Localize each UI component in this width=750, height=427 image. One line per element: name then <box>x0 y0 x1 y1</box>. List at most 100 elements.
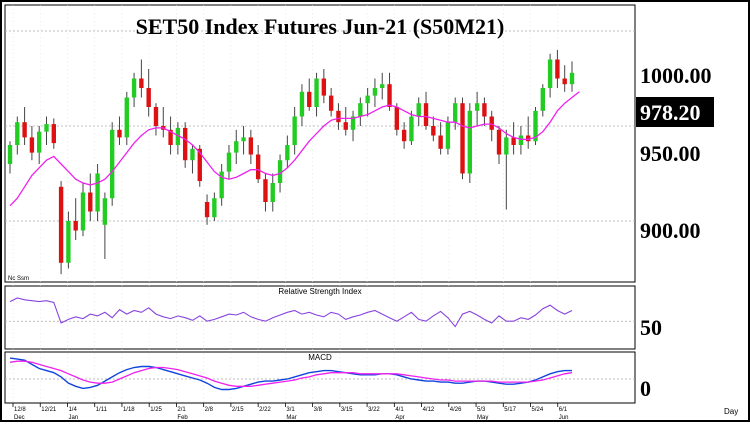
candle-body <box>394 107 400 130</box>
candle-body <box>270 183 275 202</box>
y-tick-1000: 1000.00 <box>640 63 712 88</box>
candle-body <box>416 103 421 117</box>
candle-body <box>540 88 545 111</box>
x-tick-label: 5/17 <box>504 407 516 413</box>
macd-signal-line <box>9 360 573 387</box>
chart-title: SET50 Index Futures Jun-21 (S50M21) <box>136 14 505 39</box>
candle-body <box>175 127 181 145</box>
x-axis-note: Day <box>724 407 738 416</box>
x-tick-label: 2/8 <box>205 407 214 413</box>
rsi-series <box>9 297 573 328</box>
x-tick-label: 2/15 <box>232 407 244 413</box>
x-tick-label: 3/22 <box>368 407 380 413</box>
x-tick-label: 12/8 <box>14 407 26 413</box>
candle-body <box>380 84 385 88</box>
candle-body <box>328 95 334 111</box>
rsi-panel <box>4 285 636 350</box>
moving-average-series <box>9 91 580 207</box>
month-label: Dec <box>14 415 25 421</box>
candle-body <box>533 110 538 142</box>
x-tick-label: 4/26 <box>450 407 462 413</box>
candle-body <box>51 124 56 144</box>
x-tick-label: 2/22 <box>259 407 271 413</box>
candle-body <box>7 145 13 164</box>
candle-body <box>204 202 210 218</box>
candle-body <box>66 221 71 263</box>
candle-body <box>15 122 20 145</box>
month-label: Jan <box>68 415 78 421</box>
candle-body <box>482 103 487 117</box>
candle-body <box>489 116 494 130</box>
x-tick-label: 3/15 <box>341 407 353 413</box>
candle-body <box>555 59 560 79</box>
candle-body <box>511 137 516 145</box>
candle-body <box>314 78 319 107</box>
candle-body <box>219 171 224 199</box>
candle-body <box>80 192 86 231</box>
candle-body <box>153 107 159 126</box>
x-tick-label: 1/25 <box>150 407 162 413</box>
rsi-title: Relative Strength Index <box>278 287 361 296</box>
candle-body <box>277 160 283 183</box>
candle-body <box>562 78 567 85</box>
candle-body <box>197 148 202 182</box>
candle-body <box>547 59 553 88</box>
candle-body <box>423 103 429 126</box>
candle-body <box>569 72 575 85</box>
candle-body <box>73 221 78 231</box>
month-label: Feb <box>177 415 188 421</box>
x-tick-label: 2/1 <box>177 407 186 413</box>
candle-body <box>285 145 290 161</box>
month-label: May <box>477 415 488 421</box>
macd-y-tick: 0 <box>640 376 651 401</box>
candle-body <box>226 152 232 172</box>
candle-body <box>139 78 144 88</box>
x-tick-label: 12/21 <box>41 407 57 413</box>
candle-body <box>445 122 451 149</box>
x-tick-label: 3/8 <box>314 407 323 413</box>
candle-body <box>29 137 35 153</box>
x-tick-label: 1/4 <box>68 407 77 413</box>
x-tick-label: 1/11 <box>96 407 108 413</box>
gridlines <box>5 5 635 403</box>
candle-body <box>131 78 137 98</box>
candle-body <box>146 88 151 107</box>
candle-body <box>350 116 356 130</box>
candle-body <box>44 124 49 132</box>
candlestick-series <box>7 50 575 275</box>
candle-body <box>190 148 195 161</box>
candle-body <box>241 137 246 142</box>
x-axis-ticks: 12/8 12/21 1/4 1/11 1/18 1/25 2/1 2/8 2/15 2/22 3/… <box>12 403 568 421</box>
candle-body <box>474 103 480 111</box>
x-tick-label: 1/18 <box>123 407 135 413</box>
month-label: Apr <box>395 415 404 421</box>
candle-body <box>409 116 414 142</box>
candle-body <box>292 116 297 145</box>
candle-body <box>321 78 327 96</box>
moving-average-line <box>9 91 580 207</box>
x-tick-label: 5/3 <box>477 407 486 413</box>
candle-body <box>336 110 341 123</box>
candle-body <box>124 97 129 138</box>
candle-body <box>307 91 312 107</box>
candle-body <box>117 129 122 138</box>
x-tick-label: 4/12 <box>423 407 435 413</box>
candle-body <box>248 137 254 155</box>
candle-body <box>496 129 502 155</box>
rsi-y-tick: 50 <box>640 315 662 340</box>
candle-body <box>37 131 42 153</box>
last-price-label: 978.20 <box>640 100 701 125</box>
corner-note: Nc Ssm <box>8 276 29 282</box>
x-tick-label: 5/24 <box>532 407 544 413</box>
candle-body <box>168 129 173 145</box>
candle-body <box>95 173 100 212</box>
candle-body <box>431 126 436 136</box>
candle-body <box>263 179 268 202</box>
candle-body <box>438 135 443 149</box>
candle-body <box>182 127 188 161</box>
month-label: Mar <box>286 415 296 421</box>
candle-body <box>387 84 392 107</box>
candle-body <box>504 137 509 155</box>
